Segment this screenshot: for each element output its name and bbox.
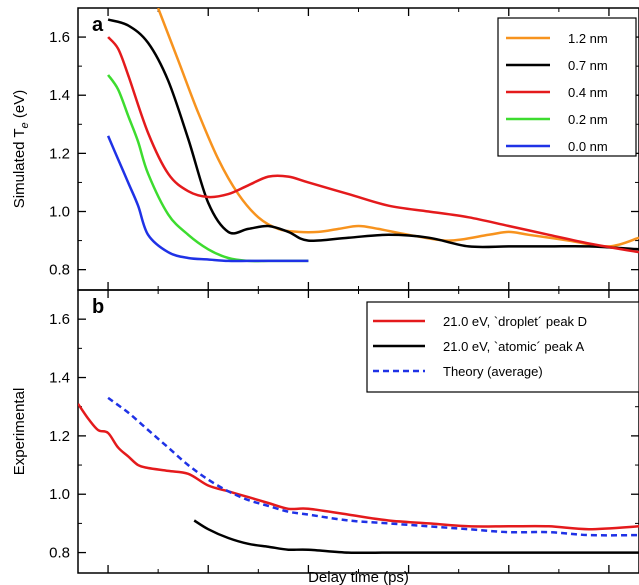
ytick-label: 1.6 — [49, 311, 70, 328]
series-line — [107, 36, 639, 254]
panel-a-ytick-labels: 0.8 1.0 1.2 1.4 1.6 — [49, 29, 70, 279]
panel-a-ticks — [78, 7, 639, 290]
legend-label: 0.4 nm — [568, 85, 608, 100]
series-line — [107, 18, 639, 251]
legend-label: 21.0 eV, `atomic´ peak A — [443, 339, 584, 354]
xtick-label: 1.5 — [398, 582, 419, 585]
panel-a-ylabel-sub: e — [19, 122, 31, 128]
ytick-label: 1.2 — [49, 145, 70, 162]
xtick-label: 2.5 — [599, 582, 620, 585]
ytick-label: 0.8 — [49, 262, 70, 279]
xtick-label: 0.0 — [98, 582, 119, 585]
legend-label: 0.0 nm — [568, 139, 608, 154]
ytick-label: 1.0 — [49, 204, 70, 221]
ytick-label: 1.4 — [49, 87, 70, 104]
panel-b-xtick-labels: 0.0 0.5 1.0 1.5 2.0 2.5 — [98, 582, 620, 585]
series-line — [107, 396, 639, 537]
panel-b-label: b — [92, 296, 104, 318]
series-line — [193, 519, 639, 555]
legend-label: 0.2 nm — [568, 112, 608, 127]
legend-box — [497, 17, 637, 157]
panel-a: 0.8 1.0 1.2 1.4 1.6 a Simulated Te (eV) 1.2 … — [11, 7, 639, 291]
x-axis-label: Delay time (ps) — [308, 569, 409, 585]
legend-label: 1.2 nm — [568, 31, 608, 46]
legend-label: 21.0 eV, `droplet´ peak D — [443, 314, 587, 329]
xtick-label: 1.0 — [298, 582, 319, 585]
panel-a-series — [106, 8, 639, 263]
series-line — [156, 8, 639, 248]
ytick-label: 1.4 — [49, 370, 70, 387]
series-line — [78, 403, 639, 531]
panel-a-ylabel-main: Simulated T — [11, 128, 28, 208]
xtick-label: 2.0 — [498, 582, 519, 585]
ytick-label: 1.2 — [49, 428, 70, 445]
panel-b-legend: 21.0 eV, `droplet´ peak D 21.0 eV, `atomi… — [366, 301, 639, 393]
panel-a-ylabel: Simulated Te (eV) — [11, 90, 31, 208]
panel-a-legend: 1.2 nm 0.7 nm 0.4 nm 0.2 nm 0.0 nm — [497, 17, 637, 157]
ytick-label: 1.6 — [49, 29, 70, 46]
panel-b-ylabel: Experimental — [11, 388, 28, 476]
panel-b-ytick-labels: 0.8 1.0 1.2 1.4 1.6 — [49, 311, 70, 561]
panel-b-series — [78, 396, 639, 555]
series-line — [106, 135, 309, 263]
panel-a-label: a — [92, 14, 104, 36]
panel-b: 0.8 1.0 1.2 1.4 1.6 0.0 0.5 1.0 1.5 2.0 2.5 b Exp… — [11, 289, 639, 585]
ytick-label: 1.0 — [49, 486, 70, 503]
ytick-label: 0.8 — [49, 545, 70, 562]
panel-a-ylabel-unit: (eV) — [11, 90, 28, 123]
legend-label: 0.7 nm — [568, 58, 608, 73]
legend-label: Theory (average) — [443, 364, 543, 379]
xtick-label: 0.5 — [198, 582, 219, 585]
